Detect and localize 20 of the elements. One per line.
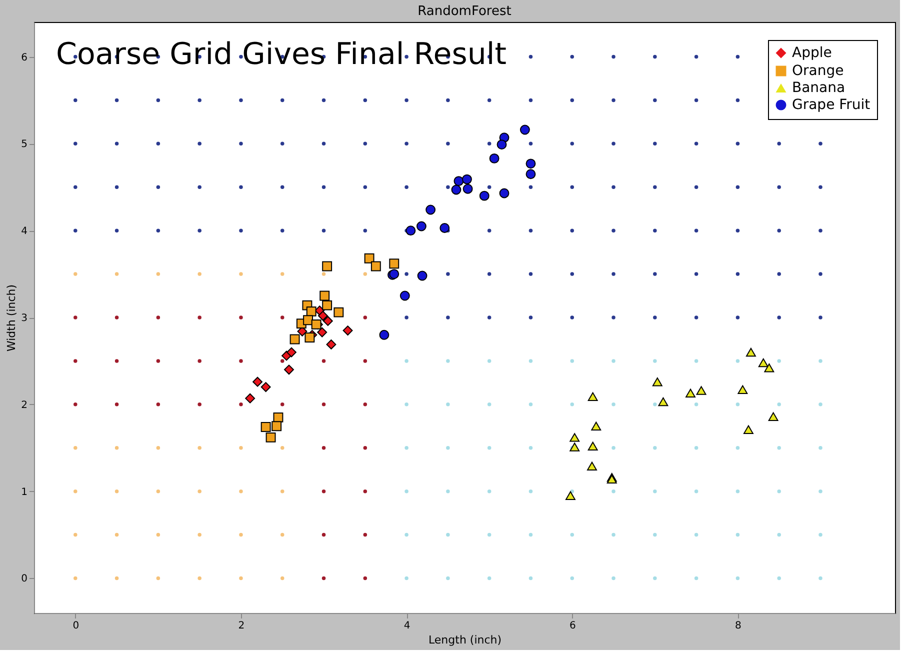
- y-tick-label: 1: [21, 486, 28, 498]
- x-axis-title: Length (inch): [428, 634, 502, 646]
- annotation: Coarse Grid Gives Final Result: [56, 37, 507, 72]
- y-tick-label: 6: [21, 52, 28, 64]
- y-tick-label: 2: [21, 400, 28, 411]
- y-axis-title: Width (inch): [5, 284, 18, 352]
- legend-label: Orange: [792, 63, 844, 79]
- x-tick-label: 2: [238, 620, 245, 632]
- x-tick-label: 0: [72, 620, 80, 632]
- x-tick-label: 6: [569, 620, 576, 632]
- y-tick-label: 4: [21, 226, 28, 238]
- x-tick-label: 8: [735, 620, 742, 632]
- legend-label: Grape Fruit: [792, 97, 871, 113]
- x-tick-label: 4: [404, 620, 410, 632]
- legend-label: Apple: [792, 45, 832, 61]
- legend-label: Banana: [792, 80, 846, 96]
- y-tick-label: 3: [21, 313, 28, 324]
- chart-title: RandomForest: [418, 4, 512, 19]
- y-tick-label: 0: [21, 574, 28, 585]
- y-tick-label: 5: [21, 139, 28, 150]
